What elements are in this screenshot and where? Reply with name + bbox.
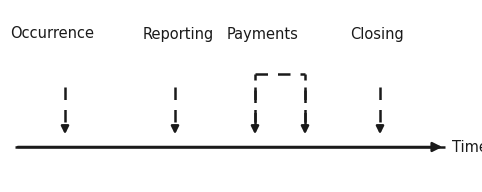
Text: Closing: Closing: [350, 26, 404, 41]
Text: Reporting: Reporting: [143, 26, 214, 41]
Text: Time: Time: [452, 140, 482, 155]
Text: Occurrence: Occurrence: [10, 26, 94, 41]
Text: Payments: Payments: [227, 26, 299, 41]
